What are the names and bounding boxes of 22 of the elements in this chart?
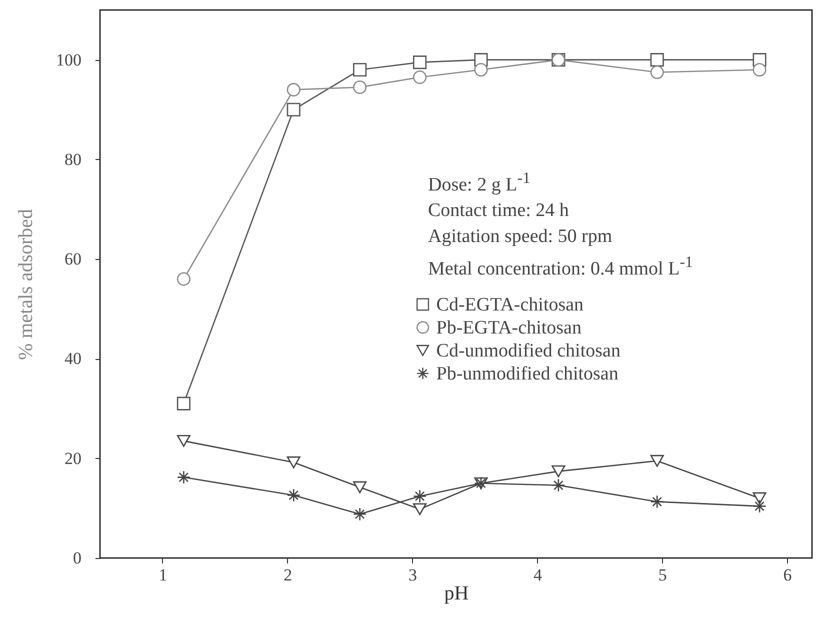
x-axis-title: pH [444,582,469,604]
x-tick-label: 5 [658,566,667,584]
x-tick-label: 4 [533,566,542,584]
x-tick-label: 6 [783,566,792,584]
y-tick-label: 20 [64,448,82,468]
annotation: Contact time: 24 h [428,199,570,224]
y-tick-label: 60 [64,250,82,269]
annotation: Metal concentration: 0.4 mmol L$^{-1}$ [428,253,693,282]
legend-label: Pb-EGTA-chitosan [436,317,582,338]
x-tick-label: 1 [158,566,168,584]
legend-label: Pb-unmodified chitosan [436,363,619,384]
legend-label: Cd-EGTA-chitosan [436,294,584,316]
y-tick-label: 40 [64,349,82,368]
legend-label: Cd-unmodified chitosan [436,340,621,362]
x-tick-label: 3 [408,566,418,584]
annotation: Agitation speed: 50 rpm [428,225,614,250]
y-tick-label: 0 [73,548,82,568]
y-tick-label: 80 [64,150,82,169]
y-axis-title: % metals adsorbed [15,208,37,360]
x-tick-label: 2 [284,566,292,584]
annotation: Dose: 2 g L$^{-1}$ [428,169,532,198]
y-tick-label: 100 [56,50,82,70]
